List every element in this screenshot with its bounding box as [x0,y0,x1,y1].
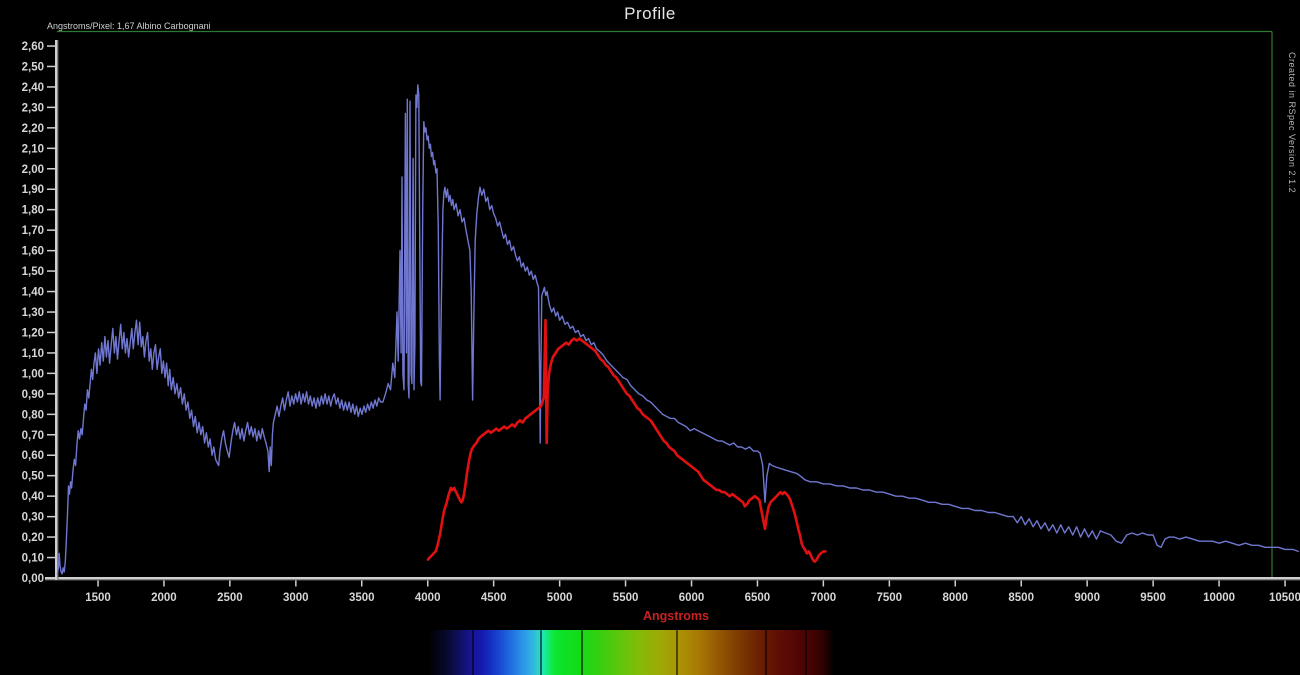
colorbar-absorption-line [676,630,679,675]
svg-text:10500: 10500 [1269,592,1300,604]
svg-text:9000: 9000 [1074,592,1100,604]
svg-text:4500: 4500 [481,592,507,604]
svg-text:0,60: 0,60 [22,450,44,462]
svg-text:9500: 9500 [1140,592,1166,604]
svg-text:2,60: 2,60 [22,41,44,53]
svg-text:2000: 2000 [151,592,177,604]
colorbar-absorption-line [764,630,767,675]
svg-text:8000: 8000 [943,592,969,604]
colorbar-absorption-line [540,630,543,675]
svg-text:0,00: 0,00 [22,573,44,585]
svg-text:2,00: 2,00 [22,164,44,176]
svg-text:5000: 5000 [547,592,573,604]
spectrum-colorbar [428,630,834,675]
svg-text:0,50: 0,50 [22,471,44,483]
svg-text:1,80: 1,80 [22,205,44,217]
svg-text:2,50: 2,50 [22,62,44,74]
svg-text:10000: 10000 [1203,592,1235,604]
svg-text:2500: 2500 [217,592,243,604]
svg-text:1,70: 1,70 [22,225,44,237]
svg-text:1500: 1500 [85,592,111,604]
svg-text:8500: 8500 [1008,592,1034,604]
svg-text:1,10: 1,10 [22,348,44,360]
svg-text:2,20: 2,20 [22,123,44,135]
page-title: Profile [624,4,676,23]
svg-text:2,10: 2,10 [22,143,44,155]
svg-text:0,30: 0,30 [22,512,44,524]
svg-text:2,40: 2,40 [22,82,44,94]
x-axis-title: Angstroms [643,609,709,623]
svg-text:0,20: 0,20 [22,532,44,544]
colorbar-absorption-line [581,630,584,675]
svg-text:1,20: 1,20 [22,328,44,340]
svg-text:3000: 3000 [283,592,309,604]
svg-text:0,70: 0,70 [22,430,44,442]
app-version-watermark: Created in RSpec Version 2.1.2 [1287,52,1297,194]
svg-text:1,40: 1,40 [22,287,44,299]
calibration-info-label: Angstroms/Pixel: 1,67 Albino Carbognani [47,21,211,31]
svg-text:0,10: 0,10 [22,553,44,565]
svg-text:6500: 6500 [745,592,771,604]
svg-text:1,00: 1,00 [22,368,44,380]
svg-text:0,80: 0,80 [22,409,44,421]
svg-text:0,40: 0,40 [22,491,44,503]
svg-text:7000: 7000 [811,592,837,604]
svg-text:1,50: 1,50 [22,266,44,278]
svg-text:0,90: 0,90 [22,389,44,401]
colorbar-absorption-line [471,630,474,675]
svg-text:3500: 3500 [349,592,375,604]
svg-text:2,30: 2,30 [22,102,44,114]
svg-text:6000: 6000 [679,592,705,604]
svg-text:1,30: 1,30 [22,307,44,319]
svg-text:5500: 5500 [613,592,639,604]
svg-text:4000: 4000 [415,592,441,604]
svg-text:7500: 7500 [877,592,903,604]
svg-text:1,60: 1,60 [22,246,44,258]
svg-text:1,90: 1,90 [22,184,44,196]
colorbar-absorption-line [805,630,808,675]
